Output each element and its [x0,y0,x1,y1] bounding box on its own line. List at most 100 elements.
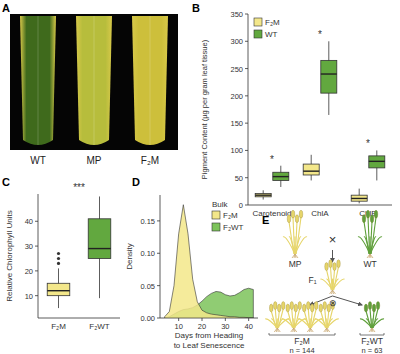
outlier [57,257,60,260]
photo-background [10,14,178,150]
y-tick [35,295,38,296]
plant-root [326,328,327,332]
y-tick [157,285,160,286]
x-axis [38,318,120,319]
panel-label: E [262,214,269,226]
median [88,248,111,249]
plant-stalk [275,309,277,328]
plant-head [306,302,310,310]
plant-stalk [331,267,333,290]
plant-head [291,210,295,218]
y-tick [245,68,248,69]
leaf-vein [38,16,39,145]
plant-head [325,263,329,271]
x-tick-label: Carotenoid [252,209,291,218]
plant-head [314,302,318,310]
median [351,198,367,199]
significance: *** [73,182,85,193]
density-area [165,205,254,318]
box [88,219,111,259]
significance: * [318,29,322,40]
plant-root [370,254,373,258]
box [303,164,319,175]
plant-root [310,328,313,332]
y-axis-label: Pigment Content (µg per gram leaf tissue… [200,39,209,179]
y-tick [245,95,248,96]
plant-stalk [371,217,376,254]
plant-head [368,302,372,310]
leaf-vein [150,16,151,145]
plant [265,302,289,332]
box [321,60,337,93]
plant-stalk [334,267,339,290]
offspring-count: n = 144 [289,346,314,354]
plant-stalk [373,309,378,328]
y-tick-label: 100 [230,146,243,155]
legend-swatch [212,223,220,231]
y-tick-label: 0.05 [140,282,155,291]
arrow [333,296,363,305]
y-tick-label: 0.15 [140,217,155,226]
plant-stalk [278,309,283,328]
plant-head [286,304,290,312]
plant-stalk [292,309,294,328]
diagram: MPWT×F₁F₂Mn = 144F₂WTn = 63⊗ [265,210,384,354]
x-tick [248,318,249,321]
chart-c: 10203040F₂MF₂WT***Relative Chlorophyll U… [5,182,120,331]
outlier [57,252,60,255]
plant [360,302,384,332]
y-axis-label: Relative Chlorophyll Units [5,210,14,302]
x-tick-label: F₂M [51,322,66,331]
y-tick-label: 0 [239,201,243,210]
x-tick-label: F₂WT [89,322,110,331]
legend-label: F₂M [223,211,238,220]
legend-label: WT [265,30,278,39]
y-tick-label: 20 [25,267,33,276]
parent-label: WT [363,259,376,269]
x-tick-label: 30 [221,322,229,331]
plant [283,210,307,258]
panel-label: C [2,176,10,188]
plant-stalk [293,217,295,254]
plant-root [277,328,280,332]
plant-root [294,254,295,258]
x-tick-label: 20 [198,322,206,331]
figure: WTMPF₂MA050100150200250300350Carotenoid*… [0,0,400,354]
y-tick-label: 50 [235,174,243,183]
plant-head [323,302,327,310]
y-tick-label: 0.00 [140,314,155,323]
plant-stalk [308,309,310,328]
y-axis-label: Density [125,243,134,270]
x-tick [225,318,226,321]
y-tick [35,246,38,247]
f1-label: F₁ [308,275,316,285]
plant-root [369,328,372,332]
plant-root [294,328,297,332]
plant-stalk [368,217,370,254]
y-tick-label: 0.10 [140,249,155,258]
x-tick-label: 40 [244,322,252,331]
plant-stalk [296,217,301,254]
cross-symbol: × [329,232,337,247]
plant-root [333,290,336,294]
panel-label: A [2,2,10,14]
plant-head [329,260,333,268]
box [369,156,385,168]
self-symbol: ⊗ [329,298,337,308]
plant-head [319,304,323,312]
bracket [269,333,335,335]
plant-root [369,254,370,258]
plot-area [165,205,254,318]
median [255,194,271,195]
legend-label: F₂WT [223,223,244,232]
x-axis [248,205,392,206]
legend-swatch [254,18,262,26]
plant-root [367,254,370,258]
y-tick [35,270,38,271]
plant-stalk [325,309,327,328]
plant-head [287,215,291,223]
plant-head [370,215,374,223]
panel-label: B [192,2,200,14]
offspring-label: F₂M [294,336,310,346]
outlier [57,262,60,265]
